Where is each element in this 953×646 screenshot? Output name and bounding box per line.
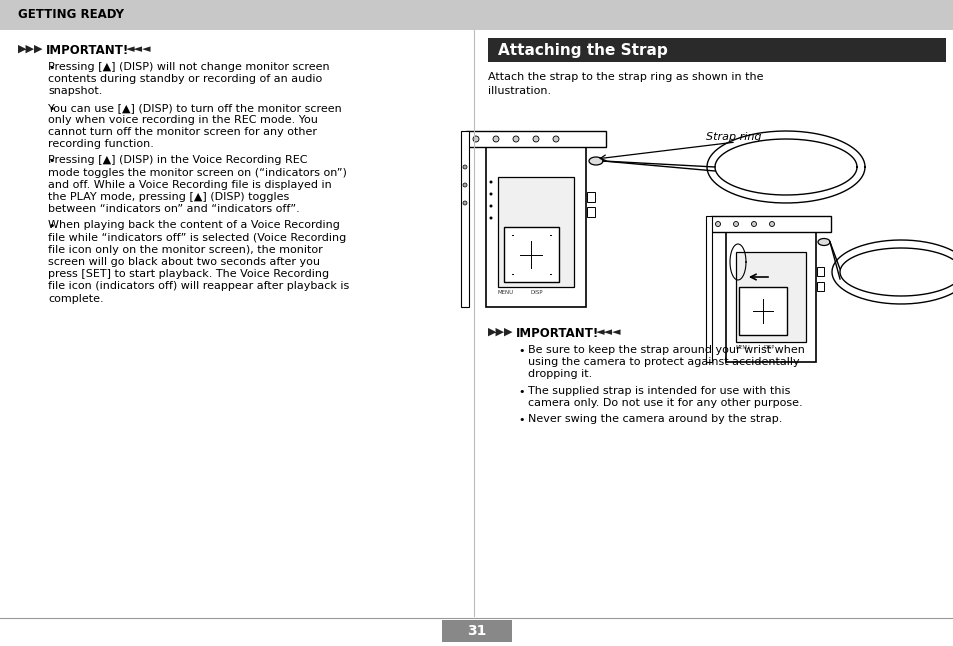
Text: DISP: DISP bbox=[531, 290, 543, 295]
Text: ◄◄◄: ◄◄◄ bbox=[596, 327, 620, 337]
Text: MENU: MENU bbox=[735, 345, 750, 350]
Text: between “indicators on” and “indicators off”.: between “indicators on” and “indicators … bbox=[48, 204, 299, 214]
Circle shape bbox=[489, 180, 492, 183]
Text: Be sure to keep the strap around your wrist when: Be sure to keep the strap around your wr… bbox=[527, 345, 804, 355]
Bar bbox=[488, 38, 945, 62]
Text: dropping it.: dropping it. bbox=[527, 370, 592, 379]
Bar bbox=[705, 216, 711, 362]
Text: Strap ring: Strap ring bbox=[705, 132, 760, 142]
Circle shape bbox=[462, 183, 467, 187]
Bar bbox=[465, 131, 605, 147]
Bar bbox=[485, 147, 585, 307]
Text: 31: 31 bbox=[467, 624, 486, 638]
Ellipse shape bbox=[588, 157, 602, 165]
Ellipse shape bbox=[817, 238, 829, 245]
Circle shape bbox=[462, 165, 467, 169]
Text: MENU: MENU bbox=[497, 290, 514, 295]
Text: mode toggles the monitor screen on (“indicators on”): mode toggles the monitor screen on (“ind… bbox=[48, 167, 347, 178]
Text: camera only. Do not use it for any other purpose.: camera only. Do not use it for any other… bbox=[527, 398, 801, 408]
Bar bbox=[0, 0, 953, 30]
Text: using the camera to protect against accidentally: using the camera to protect against acci… bbox=[527, 357, 799, 367]
Text: •: • bbox=[48, 222, 54, 231]
Text: contents during standby or recording of an audio: contents during standby or recording of … bbox=[48, 74, 322, 84]
Text: only when voice recording in the REC mode. You: only when voice recording in the REC mod… bbox=[48, 115, 317, 125]
Text: file icon (indicators off) will reappear after playback is: file icon (indicators off) will reappear… bbox=[48, 282, 349, 291]
Bar bbox=[460, 131, 469, 307]
Text: Attach the strap to the strap ring as shown in the: Attach the strap to the strap ring as sh… bbox=[488, 72, 762, 82]
Text: illustration.: illustration. bbox=[488, 86, 551, 96]
Text: press [SET] to start playback. The Voice Recording: press [SET] to start playback. The Voice… bbox=[48, 269, 329, 279]
Bar bbox=[710, 216, 830, 232]
Text: file icon only on the monitor screen), the monitor: file icon only on the monitor screen), t… bbox=[48, 245, 322, 255]
Text: the PLAY mode, pressing [▲] (DISP) toggles: the PLAY mode, pressing [▲] (DISP) toggl… bbox=[48, 192, 289, 202]
Text: •: • bbox=[48, 63, 54, 73]
Text: recording function.: recording function. bbox=[48, 139, 153, 149]
Circle shape bbox=[553, 136, 558, 142]
Text: DISP: DISP bbox=[763, 345, 775, 350]
Bar bbox=[503, 227, 558, 282]
Circle shape bbox=[493, 136, 498, 142]
Circle shape bbox=[489, 216, 492, 220]
Text: •: • bbox=[48, 103, 54, 114]
Text: •: • bbox=[517, 346, 524, 356]
Circle shape bbox=[751, 222, 756, 227]
Bar bbox=[735, 252, 805, 342]
Text: cannot turn off the monitor screen for any other: cannot turn off the monitor screen for a… bbox=[48, 127, 316, 137]
Text: The supplied strap is intended for use with this: The supplied strap is intended for use w… bbox=[527, 386, 789, 395]
Bar bbox=[816, 282, 823, 291]
Text: screen will go black about two seconds after you: screen will go black about two seconds a… bbox=[48, 257, 319, 267]
Text: and off. While a Voice Recording file is displayed in: and off. While a Voice Recording file is… bbox=[48, 180, 332, 190]
Text: Pressing [▲] (DISP) will not change monitor screen: Pressing [▲] (DISP) will not change moni… bbox=[48, 62, 330, 72]
Text: IMPORTANT!: IMPORTANT! bbox=[46, 44, 129, 57]
Text: When playing back the content of a Voice Recording: When playing back the content of a Voice… bbox=[48, 220, 339, 231]
Text: You can use [▲] (DISP) to turn off the monitor screen: You can use [▲] (DISP) to turn off the m… bbox=[48, 103, 341, 112]
Circle shape bbox=[769, 222, 774, 227]
Text: complete.: complete. bbox=[48, 293, 104, 304]
Text: IMPORTANT!: IMPORTANT! bbox=[516, 327, 598, 340]
Text: •: • bbox=[517, 415, 524, 425]
Bar bbox=[497, 177, 574, 287]
Text: Pressing [▲] (DISP) in the Voice Recording REC: Pressing [▲] (DISP) in the Voice Recordi… bbox=[48, 156, 307, 165]
Circle shape bbox=[733, 222, 738, 227]
Bar bbox=[586, 192, 595, 202]
Text: file while “indicators off” is selected (Voice Recording: file while “indicators off” is selected … bbox=[48, 233, 346, 243]
Circle shape bbox=[462, 201, 467, 205]
Bar bbox=[816, 267, 823, 276]
Bar bbox=[441, 620, 512, 642]
Bar bbox=[725, 232, 815, 362]
Bar bbox=[586, 207, 595, 217]
Text: ▶▶▶: ▶▶▶ bbox=[488, 327, 513, 337]
Text: •: • bbox=[517, 386, 524, 397]
Text: ▶▶▶: ▶▶▶ bbox=[18, 44, 44, 54]
Circle shape bbox=[489, 205, 492, 207]
Text: snapshot.: snapshot. bbox=[48, 87, 102, 96]
Text: ◄◄◄: ◄◄◄ bbox=[126, 44, 152, 54]
Circle shape bbox=[715, 222, 720, 227]
Circle shape bbox=[473, 136, 478, 142]
Text: Never swing the camera around by the strap.: Never swing the camera around by the str… bbox=[527, 414, 781, 424]
Text: •: • bbox=[48, 156, 54, 167]
Text: GETTING READY: GETTING READY bbox=[18, 8, 124, 21]
Text: Attaching the Strap: Attaching the Strap bbox=[497, 43, 667, 57]
Circle shape bbox=[533, 136, 538, 142]
Bar bbox=[739, 287, 786, 335]
Circle shape bbox=[513, 136, 518, 142]
Circle shape bbox=[489, 193, 492, 196]
